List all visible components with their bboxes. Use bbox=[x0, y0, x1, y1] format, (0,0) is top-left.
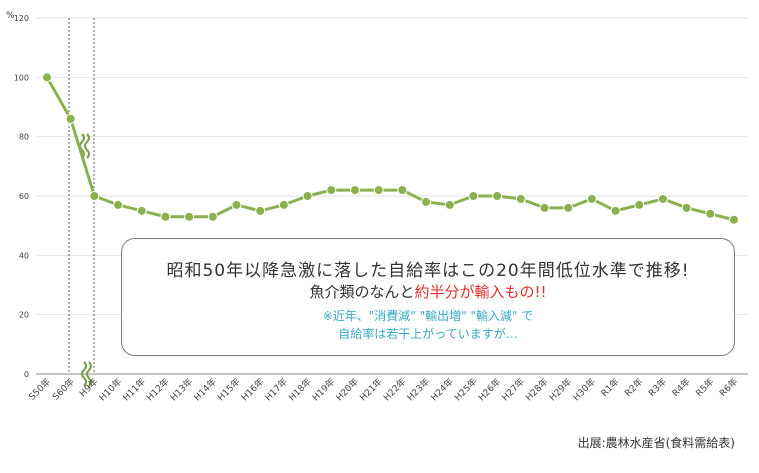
x-tick-label: H18年 bbox=[286, 376, 314, 404]
y-tick-label: 100 bbox=[14, 73, 29, 82]
x-tick-label: H20年 bbox=[333, 376, 361, 404]
annotation-line2: 魚介類のなんと約半分が輸入もの!! bbox=[122, 281, 734, 302]
axis-break-squiggle-bottom bbox=[81, 361, 92, 387]
data-point bbox=[681, 202, 692, 213]
y-tick-label: 40 bbox=[19, 251, 29, 260]
x-tick-label: H28年 bbox=[523, 376, 551, 404]
data-point bbox=[349, 185, 360, 196]
x-tick-label: H23年 bbox=[404, 376, 432, 404]
x-tick-label: H12年 bbox=[144, 376, 172, 404]
x-tick-label: H16年 bbox=[239, 376, 267, 404]
data-point bbox=[468, 191, 479, 201]
x-tick-label: H11年 bbox=[120, 376, 148, 404]
data-point bbox=[397, 185, 408, 196]
x-tick-label: H13年 bbox=[168, 376, 196, 404]
data-point bbox=[160, 211, 171, 222]
data-point bbox=[421, 196, 432, 207]
y-tick-labels: 0 20 40 60 80 100 120 bbox=[14, 14, 29, 379]
data-point bbox=[492, 191, 503, 201]
source-label: 出展:農林水産省(食料需給表) bbox=[577, 436, 735, 450]
x-tick-label: R3年 bbox=[646, 376, 669, 399]
x-tick-label: H27年 bbox=[499, 376, 527, 404]
x-tick-label: H26年 bbox=[475, 376, 503, 404]
data-point bbox=[657, 193, 668, 204]
x-tick-label: H15年 bbox=[215, 376, 243, 404]
x-tick-label: H17年 bbox=[262, 376, 290, 404]
annotation-line2-before: 魚介類のなんと bbox=[309, 283, 415, 301]
x-tick-label: H14年 bbox=[191, 376, 219, 404]
y-unit-label: % bbox=[6, 11, 15, 21]
x-tick-label: H10年 bbox=[96, 376, 124, 404]
data-point bbox=[563, 202, 574, 213]
data-point bbox=[113, 199, 124, 210]
data-point bbox=[255, 205, 266, 216]
x-tick-label: H22年 bbox=[381, 376, 409, 404]
data-point bbox=[610, 205, 621, 216]
x-tick-label: H24年 bbox=[428, 376, 456, 404]
data-point bbox=[65, 113, 76, 124]
data-point bbox=[515, 193, 526, 204]
x-tick-label: H19年 bbox=[310, 376, 338, 404]
series-markers bbox=[42, 72, 739, 225]
x-tick-label: S60年 bbox=[50, 376, 77, 403]
data-point bbox=[539, 202, 550, 213]
y-tick-label: 0 bbox=[24, 370, 29, 379]
data-point bbox=[373, 185, 384, 196]
x-tick-label: S50年 bbox=[26, 376, 53, 403]
series-line bbox=[45, 76, 735, 222]
data-point bbox=[705, 208, 716, 219]
data-point bbox=[302, 191, 313, 201]
x-tick-label: R2年 bbox=[622, 376, 645, 399]
x-tick-label: R1年 bbox=[598, 376, 621, 399]
data-point bbox=[634, 199, 645, 210]
x-tick-label: H30年 bbox=[570, 376, 598, 404]
data-point bbox=[42, 72, 52, 83]
y-tick-label: 60 bbox=[19, 192, 29, 201]
data-point bbox=[278, 199, 289, 210]
annotation-line2-highlight: 約半分が輸入もの!! bbox=[414, 283, 547, 301]
data-point bbox=[207, 211, 218, 222]
data-point bbox=[444, 199, 455, 210]
x-tick-label: H21年 bbox=[357, 376, 385, 404]
x-tick-label: H25年 bbox=[452, 376, 480, 404]
data-point bbox=[89, 191, 100, 201]
data-point bbox=[326, 185, 337, 196]
y-tick-label: 120 bbox=[14, 14, 29, 23]
data-point bbox=[231, 199, 242, 210]
y-tick-label: 80 bbox=[19, 133, 29, 142]
x-tick-label: H9年 bbox=[77, 376, 101, 400]
annotation-box: 昭和50年以降急激に落した自給率はこの20年間低位水準で推移! 魚介類のなんと約… bbox=[121, 238, 735, 356]
x-tick-label: R4年 bbox=[669, 376, 692, 399]
annotation-line1: 昭和50年以降急激に落した自給率はこの20年間低位水準で推移! bbox=[166, 261, 690, 281]
x-tick-label: R6年 bbox=[717, 376, 740, 399]
x-tick-label: R5年 bbox=[693, 376, 716, 399]
data-point bbox=[184, 211, 195, 222]
annotation-line4: 自給率は若干上がっていますが… bbox=[338, 327, 518, 341]
annotation-line3: ※近年、"消費減" "輸出増" "輸入減" で bbox=[322, 309, 534, 323]
x-tick-label: H29年 bbox=[547, 376, 575, 404]
data-point bbox=[136, 205, 147, 216]
data-point bbox=[586, 193, 597, 204]
y-tick-label: 20 bbox=[19, 311, 29, 320]
data-point bbox=[729, 214, 739, 225]
